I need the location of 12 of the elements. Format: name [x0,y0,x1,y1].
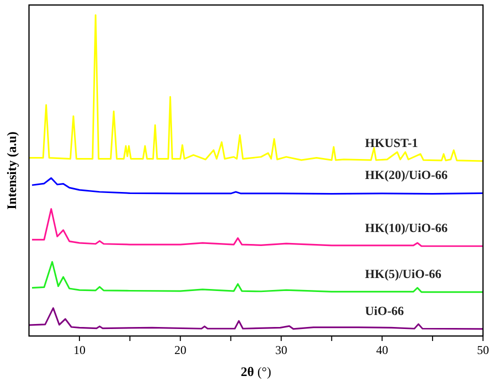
x-tick-label: 50 [477,343,489,357]
series-label: HK(20)/UiO-66 [365,168,448,182]
series-label: HK(5)/UiO-66 [365,267,442,282]
y-axis-title: Intensity (a.u) [4,131,19,210]
series-label: HKUST-1 [365,136,418,150]
x-axis-title: 2θ (°) [240,364,272,379]
x-tick-label: 30 [275,343,288,357]
x-tick-label: 20 [174,343,186,357]
x-tick-label: 40 [376,343,388,357]
series-label: HK(10)/UiO-66 [365,221,448,236]
series-label: UiO-66 [365,304,404,318]
x-tick-label: 10 [73,343,86,357]
